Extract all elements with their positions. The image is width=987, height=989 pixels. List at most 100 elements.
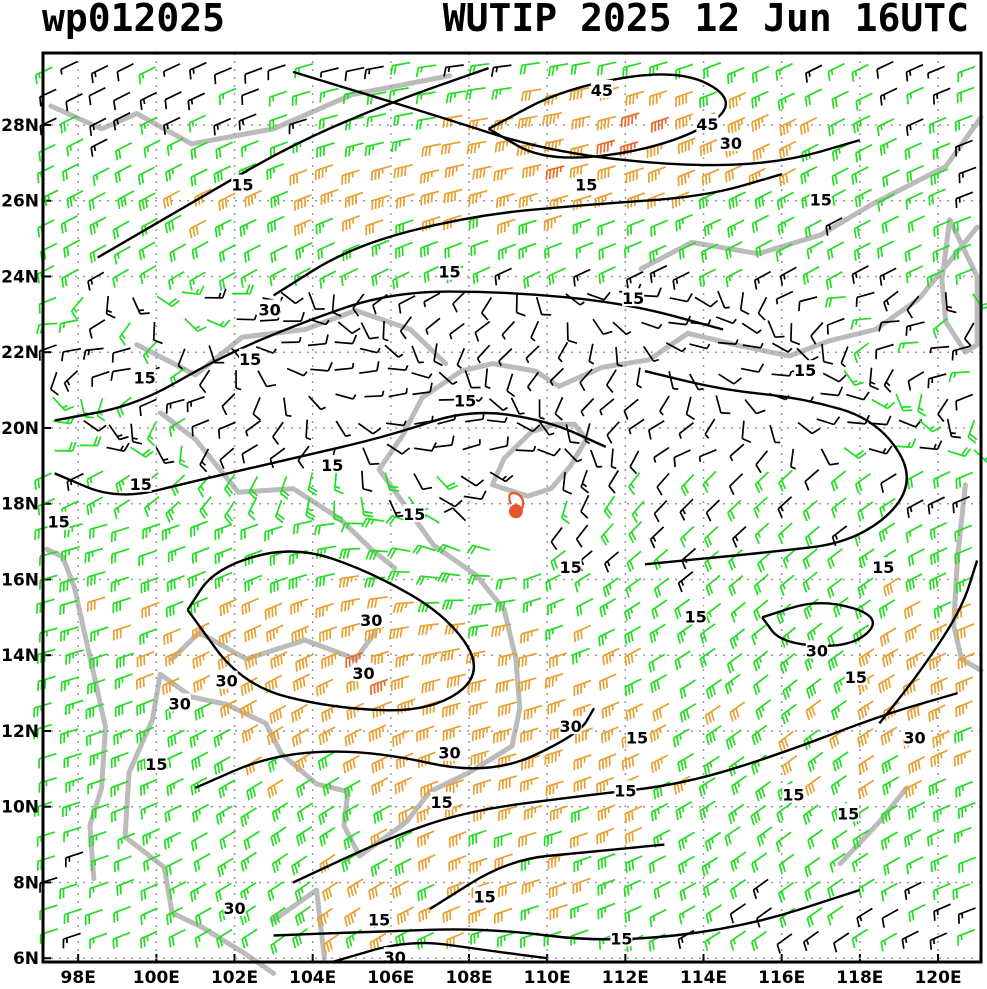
wind-barb (665, 342, 687, 353)
wind-barb (146, 422, 157, 447)
barb-flag (244, 146, 247, 152)
wind-barb (114, 673, 133, 690)
barb-flag (980, 302, 987, 307)
barb-flag (364, 146, 368, 157)
wind-barb (517, 115, 538, 129)
barb-staff (437, 418, 456, 425)
barb-flag (683, 758, 688, 769)
barb-staff (464, 370, 473, 388)
barb-flag (269, 714, 273, 724)
wind-barb (906, 164, 924, 183)
barb-staff (191, 832, 208, 843)
wind-barb (463, 490, 487, 501)
wind-barb (60, 215, 78, 234)
wind-barb (826, 241, 845, 261)
wind-barb (650, 673, 668, 693)
wind-barb (642, 345, 659, 363)
barb-flag (498, 142, 502, 152)
barb-flag (279, 492, 289, 500)
barb-flag (628, 534, 635, 544)
wind-barb (677, 137, 696, 155)
barb-flag (342, 763, 347, 774)
barb-flag (269, 631, 272, 641)
wind-barb (805, 64, 823, 83)
wind-barb (49, 371, 59, 396)
barb-flag (811, 706, 816, 716)
wind-barb (243, 830, 260, 851)
wind-barb (598, 266, 616, 284)
barb-staff (516, 422, 534, 433)
barb-flag (557, 357, 563, 363)
barb-staff (821, 343, 825, 362)
barb-flag (939, 809, 942, 815)
barb-flag (857, 534, 861, 541)
wind-barb (550, 526, 563, 551)
barb-staff (771, 342, 789, 353)
barb-flag (908, 531, 912, 537)
wind-barb (570, 61, 591, 76)
barb-flag (444, 144, 448, 155)
barb-flag (625, 279, 629, 290)
barb-flag (504, 417, 508, 423)
barb-flag (173, 734, 177, 745)
barb-staff (152, 321, 156, 341)
barb-flag (363, 514, 374, 518)
barb-flag (349, 709, 353, 719)
barb-staff (421, 169, 440, 176)
barb-staff (755, 190, 773, 201)
barb-flag (933, 683, 937, 694)
wind-barb (757, 296, 768, 321)
barb-flag (96, 414, 106, 422)
barb-flag (657, 323, 663, 329)
barb-flag (525, 357, 530, 364)
barb-flag (443, 193, 446, 204)
barb-flag (215, 149, 218, 160)
wind-barb (464, 413, 485, 423)
barb-staff (413, 447, 433, 452)
wind-barb (919, 440, 943, 451)
barb-flag (139, 732, 142, 743)
barb-flag (526, 632, 530, 642)
barb-flag (218, 253, 223, 263)
barb-staff (680, 473, 695, 489)
wind-barb (64, 699, 84, 716)
barb-flag (725, 249, 729, 260)
barb-flag (626, 562, 632, 573)
barb-staff (955, 393, 974, 402)
barb-flag (138, 309, 144, 312)
barb-staff (267, 778, 284, 790)
barb-flag (272, 436, 280, 445)
wind-barb (255, 346, 277, 354)
barb-staff (317, 572, 335, 579)
barb-flag (170, 220, 175, 230)
barb-flag (243, 253, 247, 263)
barb-flag (195, 552, 198, 563)
wind-barb (361, 470, 373, 493)
barb-flag (244, 582, 247, 592)
barb-staff (776, 290, 794, 300)
barb-staff (599, 398, 615, 412)
wind-barb (60, 60, 78, 75)
barb-staff (880, 627, 897, 638)
barb-flag (880, 124, 883, 131)
barb-flag (649, 732, 653, 743)
barb-staff (879, 522, 896, 534)
barb-flag (527, 386, 532, 392)
barb-staff (399, 316, 412, 332)
barb-flag (240, 817, 245, 827)
wind-barb (573, 753, 592, 771)
barb-staff (142, 828, 160, 837)
barb-flag (394, 248, 398, 259)
barb-flag (246, 682, 251, 693)
barb-flag (632, 708, 635, 719)
barb-staff (91, 64, 109, 75)
barb-flag (802, 275, 806, 285)
wind-barb (61, 801, 81, 818)
barb-flag (394, 784, 398, 795)
barb-flag (524, 656, 528, 666)
barb-flag (220, 761, 224, 772)
barb-staff (565, 424, 571, 443)
wind-barb (858, 754, 875, 775)
barb-flag (884, 680, 889, 690)
barb-flag (112, 278, 116, 288)
